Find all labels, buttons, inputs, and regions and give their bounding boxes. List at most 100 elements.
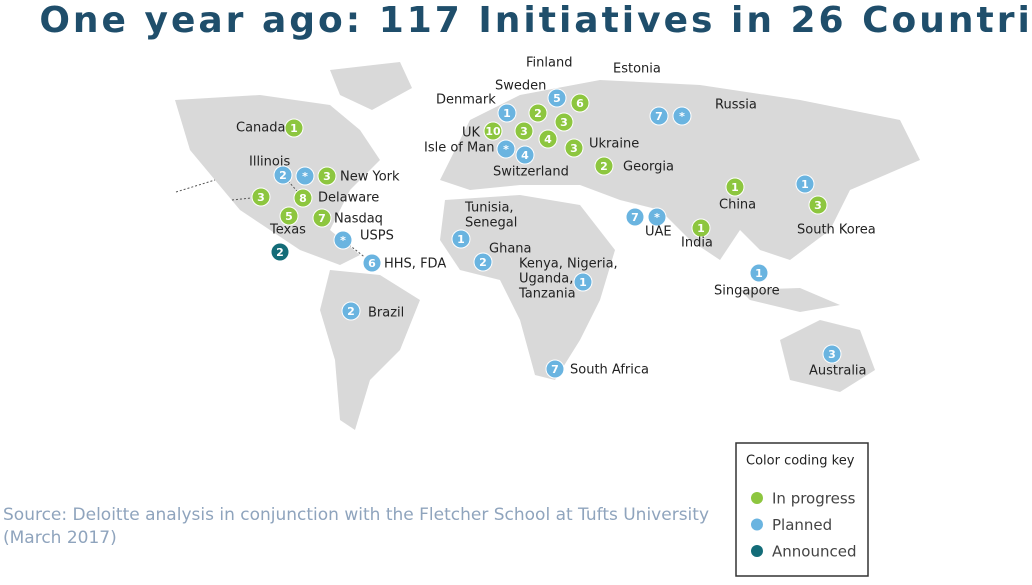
marker-value: 2 [276,246,284,259]
place-label: Brazil [368,306,404,321]
marker-value: 1 [457,233,465,246]
labels: Canada Illinois New York Delaware Nasdaq Texa… [236,56,876,379]
legend-label: Planned [772,516,832,534]
marker-value: * [302,170,308,183]
marker [672,106,692,126]
marker-value: 7 [631,211,639,224]
marker [295,166,315,186]
marker-value: 3 [520,125,528,138]
marker-value: 2 [279,169,287,182]
marker [333,230,353,250]
marker-value: 1 [290,122,298,135]
marker-value: 5 [285,210,293,223]
marker-value: 4 [544,133,552,146]
marker-value: * [503,143,509,156]
marker [362,253,382,273]
marker-value: 10 [485,125,501,138]
marker-value: 1 [697,222,705,235]
place-label: Russia [715,98,757,113]
marker [312,208,332,228]
place-label: Tunisia, [464,201,514,216]
marker [564,138,584,158]
marker [749,263,769,283]
marker [554,112,574,132]
legend-swatch [751,492,763,504]
marker [822,344,842,364]
marker-value: 7 [551,363,559,376]
marker-value: 6 [368,257,376,270]
place-label: Uganda, [519,272,573,287]
legend-swatch [751,518,763,531]
place-label: Singapore [714,284,780,299]
place-label: Denmark [436,93,496,108]
marker [570,93,590,113]
marker [270,242,290,262]
marker-value: 1 [503,107,511,120]
marker-value: 3 [828,348,836,361]
marker [341,301,361,321]
place-label: South Korea [797,223,876,238]
source-line: Source: Deloitte analysis in conjunction… [3,505,709,525]
marker [451,229,471,249]
place-label: Senegal [465,216,517,231]
marker [625,207,645,227]
marker-value: 2 [534,107,542,120]
marker-value: 3 [323,170,331,183]
place-label: Ukraine [589,137,639,152]
marker-value: 2 [600,160,608,173]
marker-value: 3 [257,191,265,204]
place-label: Isle of Man [424,141,494,156]
marker [649,106,669,126]
legend-box [735,442,869,577]
marker [594,156,614,176]
marker [497,103,517,123]
marker-value: 4 [521,149,529,162]
marker-value: 3 [570,142,578,155]
legend-label: In progress [772,490,856,508]
marker-value: 5 [553,92,561,105]
place-label: Tanzania [518,287,576,302]
place-label: UK [462,126,481,141]
legend-label: Announced [772,543,856,561]
marker [545,359,565,379]
marker [273,165,293,185]
marker-value: 1 [801,178,809,191]
place-label: Estonia [613,62,661,77]
place-label: Ghana [489,242,532,257]
marker-value: 1 [755,267,763,280]
marker-value: * [340,234,346,247]
marker [473,252,493,272]
marker-value: * [679,110,685,123]
place-label: Delaware [318,191,379,206]
marker [293,188,313,208]
marker [251,187,271,207]
marker [496,139,516,159]
place-label: HHS, FDA [384,257,446,272]
marker-value: 2 [479,256,487,269]
legend-title: Color coding key [746,454,855,469]
marker [547,88,567,108]
marker-value: 6 [576,97,584,110]
place-label: Sweden [495,79,546,94]
place-label: Switzerland [493,165,569,180]
place-label: New York [340,170,400,185]
legend-swatch [751,545,763,557]
title: One year ago: 117 Initiatives in 26 Coun… [39,0,1032,41]
place-label: China [719,198,756,213]
place-label: UAE [645,225,672,240]
marker-value: 8 [299,192,307,205]
marker-value: 1 [579,276,587,289]
marker [573,272,593,292]
marker [483,121,503,141]
place-label: Australia [809,364,867,379]
marker-value: 7 [655,110,663,123]
leader-lines [175,174,373,264]
marker [514,121,534,141]
marker-value: * [654,211,660,224]
marker-value: 3 [560,116,568,129]
marker [284,118,304,138]
marker [725,177,745,197]
marker [647,207,667,227]
